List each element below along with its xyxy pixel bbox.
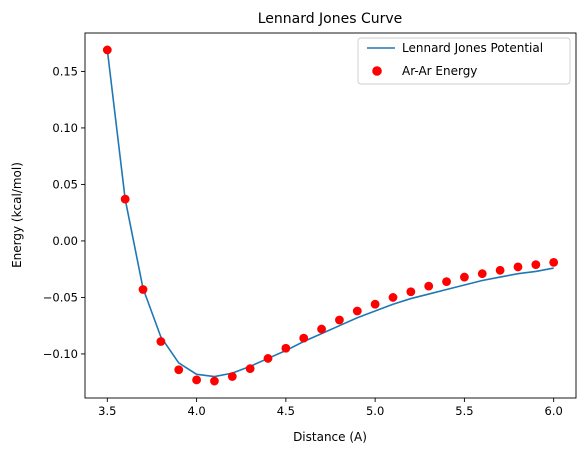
y-tick-label: −0.10	[43, 347, 78, 361]
energy-point	[549, 257, 559, 267]
legend-point-swatch	[372, 66, 382, 76]
energy-point	[281, 343, 291, 353]
plot-frame	[84, 32, 577, 399]
x-tick-label: 5.0	[366, 404, 384, 418]
energy-point	[192, 375, 201, 385]
legend-box	[357, 37, 571, 85]
x-tick-label: 5.5	[455, 404, 473, 418]
energy-point	[495, 265, 505, 275]
energy-point	[335, 315, 344, 325]
energy-point	[460, 272, 469, 282]
x-tick-label: 3.5	[98, 404, 116, 418]
energy-point	[174, 365, 184, 375]
x-tick-label: 6.0	[545, 404, 563, 418]
y-tick-label: 0.15	[52, 64, 78, 78]
energy-point	[210, 376, 219, 386]
energy-point	[424, 281, 434, 291]
energy-points-layer	[102, 45, 559, 386]
energy-point	[245, 364, 255, 374]
energy-point	[263, 354, 273, 363]
energy-point	[531, 260, 541, 270]
chart-title: Lennard Jones Curve	[258, 11, 403, 27]
potential-curve	[106, 49, 554, 378]
energy-point	[352, 306, 362, 316]
energy-point	[317, 324, 326, 334]
energy-point	[477, 269, 487, 279]
x-tick-label: 4.5	[277, 404, 295, 418]
energy-point	[138, 285, 148, 294]
energy-point	[156, 337, 166, 346]
legend-label-energy: Ar-Ar Energy	[402, 64, 477, 78]
energy-point	[299, 333, 309, 343]
x-tick-label: 4.0	[187, 404, 205, 418]
legend-label-potential: Lennard Jones Potential	[402, 41, 543, 55]
energy-point	[513, 262, 523, 272]
energy-point	[406, 287, 416, 297]
energy-point	[227, 372, 237, 381]
y-tick-label: 0.00	[52, 234, 78, 248]
energy-point	[388, 293, 398, 302]
energy-point	[370, 299, 380, 309]
x-axis-label: Distance (A)	[293, 430, 367, 444]
energy-point	[120, 194, 130, 204]
potential-line-layer	[106, 49, 554, 378]
energy-point	[442, 277, 451, 287]
axis-ticks: 3.5 4.0 4.5 5.0 5.5 6.0 0.15 0.10 0.05 0.00 −0.05 −…	[43, 64, 563, 418]
y-tick-label: 0.05	[52, 177, 78, 191]
y-axis-label: Energy (kcal/mol)	[10, 162, 24, 268]
y-tick-label: 0.10	[52, 121, 78, 135]
y-tick-label: −0.05	[43, 290, 78, 304]
legend: Lennard Jones Potential Ar-Ar Energy	[357, 37, 571, 85]
energy-point	[102, 45, 112, 55]
